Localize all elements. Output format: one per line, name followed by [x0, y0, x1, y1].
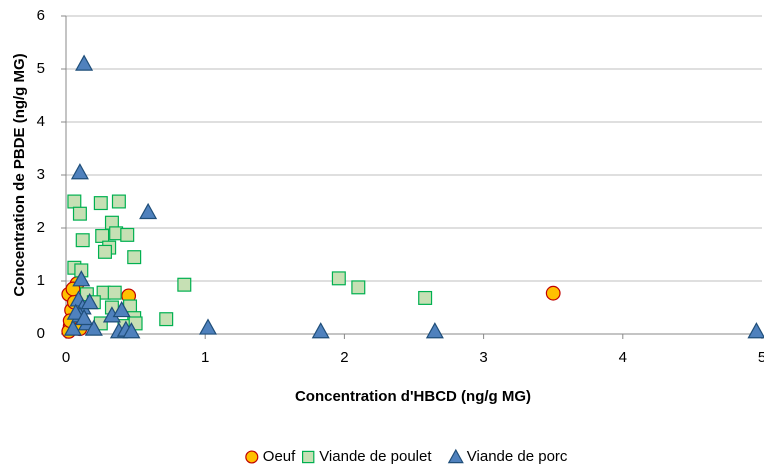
marker [425, 322, 444, 339]
marker [545, 285, 561, 301]
marker [72, 206, 87, 221]
marker [311, 322, 330, 339]
marker [120, 227, 135, 242]
marker [97, 244, 112, 259]
marker [127, 250, 142, 265]
marker [72, 270, 91, 287]
marker [139, 202, 158, 220]
x-tick-label: 0 [62, 349, 70, 366]
x-tick-label: 4 [619, 349, 627, 366]
legend-label: Viande de poulet [319, 448, 432, 465]
marker [159, 312, 174, 327]
marker [66, 303, 85, 320]
legend-marker [302, 450, 315, 464]
marker [67, 194, 82, 209]
x-axis-title: Concentration d'HBCD (ng/g MG) [295, 388, 531, 405]
marker [331, 271, 346, 286]
marker [84, 319, 103, 336]
marker [418, 290, 433, 305]
marker [107, 285, 122, 300]
marker [80, 292, 99, 310]
y-axis-title: Concentration de PBDE (ng/g MG) [11, 53, 28, 296]
marker [93, 196, 108, 211]
marker [122, 322, 141, 339]
marker [63, 319, 82, 336]
legend-label: Oeuf [263, 448, 296, 465]
x-tick-label: 5 [758, 349, 764, 366]
y-tick-label: 5 [37, 60, 45, 77]
y-tick-label: 3 [37, 166, 45, 183]
marker [75, 308, 94, 326]
y-tick-label: 1 [37, 272, 45, 289]
legend-marker [245, 450, 259, 464]
marker [177, 277, 192, 292]
y-tick-label: 6 [37, 7, 45, 24]
marker [75, 54, 94, 71]
marker [95, 228, 110, 243]
y-tick-label: 4 [37, 113, 45, 130]
x-tick-label: 1 [201, 349, 209, 366]
y-tick-label: 0 [37, 325, 45, 342]
x-tick-label: 3 [479, 349, 487, 366]
marker [112, 300, 131, 318]
x-tick-label: 2 [340, 349, 348, 366]
marker [75, 233, 90, 248]
marker [70, 163, 89, 180]
marker [111, 194, 126, 209]
marker [747, 322, 764, 339]
legend-label: Viande de porc [467, 448, 568, 465]
marker [351, 280, 366, 295]
y-tick-label: 2 [37, 219, 45, 236]
marker [198, 318, 218, 335]
legend-marker [447, 448, 464, 464]
